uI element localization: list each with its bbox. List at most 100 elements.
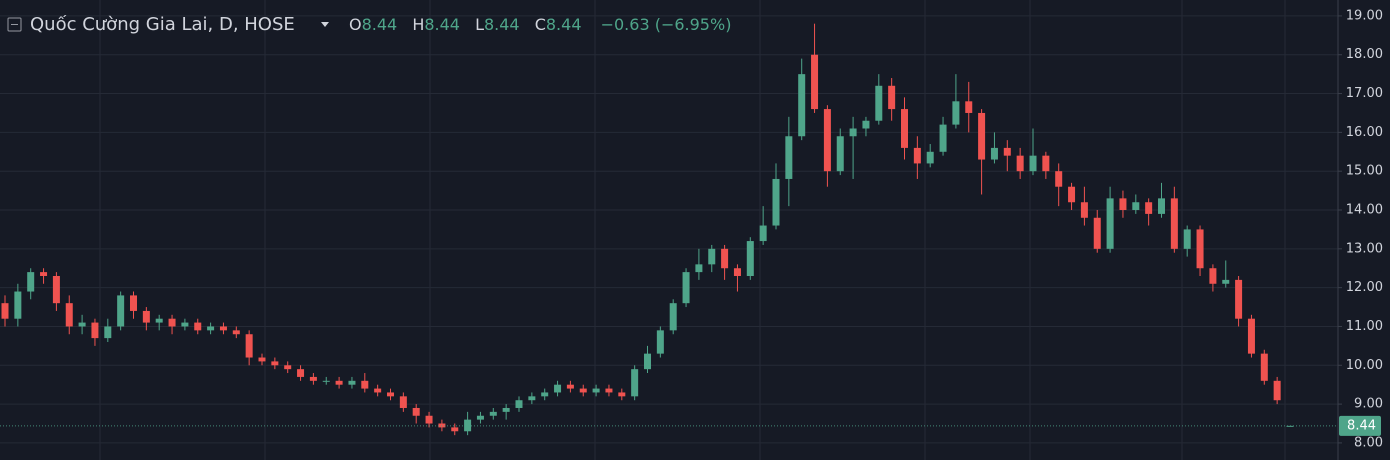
candle-body	[1209, 268, 1217, 284]
candle-body	[952, 101, 960, 125]
candle-body	[14, 291, 22, 319]
candle-body	[990, 147, 998, 160]
candle-body	[823, 109, 831, 172]
candle-body	[464, 419, 472, 432]
legend-header: Quốc Cường Gia Lai, D, HOSE O8.44 H8.44 …	[7, 14, 731, 35]
candle-body	[1003, 147, 1011, 156]
candle-body	[194, 322, 202, 331]
y-tick-label: 17.00	[1346, 86, 1383, 101]
candle-body	[669, 303, 677, 331]
candle-body	[579, 388, 587, 393]
candle-body	[656, 330, 664, 354]
candle-body	[117, 295, 125, 327]
y-tick-label: 19.00	[1346, 8, 1383, 23]
candle-body	[721, 248, 729, 269]
last-price-label: 8.44	[1347, 418, 1376, 433]
c-value: 8.44	[546, 15, 582, 34]
candle-body	[849, 128, 857, 137]
c-label: C	[535, 15, 546, 34]
y-tick-label: 9.00	[1354, 397, 1383, 412]
candle-body	[1260, 353, 1268, 381]
candle-body	[309, 376, 317, 381]
candle-body	[91, 322, 99, 339]
candle-body	[1183, 229, 1191, 249]
candle-body	[219, 326, 227, 331]
candle-body	[399, 396, 407, 408]
candle-body	[348, 380, 356, 385]
candle-body	[528, 396, 536, 401]
candle-body	[618, 392, 626, 397]
symbol-title[interactable]: Quốc Cường Gia Lai, D, HOSE	[30, 14, 295, 35]
l-label: L	[475, 15, 484, 34]
candle-body	[489, 411, 497, 416]
candle-body	[1273, 380, 1281, 401]
candle-body	[322, 380, 330, 382]
candle-body	[181, 322, 189, 327]
candle-body	[1145, 202, 1153, 214]
candle-body	[733, 268, 741, 276]
ohlc-legend: O8.44 H8.44 L8.44 C8.44 −0.63 (−6.95%)	[349, 15, 731, 34]
collapse-button[interactable]	[7, 17, 22, 32]
candle-body	[772, 178, 780, 226]
candle-body	[1016, 155, 1024, 172]
y-tick-label: 10.00	[1346, 358, 1383, 373]
candle-body	[862, 120, 870, 129]
candle-body	[155, 318, 163, 323]
candle-body	[78, 322, 86, 327]
candle-body	[631, 369, 639, 397]
last-price-box	[1339, 415, 1381, 436]
candle-body	[1247, 318, 1255, 354]
l-value: 8.44	[484, 15, 520, 34]
candle-body	[1222, 279, 1230, 284]
candle-body	[875, 85, 883, 121]
candle-body	[207, 326, 215, 331]
candle-body	[901, 109, 908, 148]
candle-body	[836, 136, 844, 172]
candle-body	[1235, 279, 1243, 319]
candle-body	[130, 295, 137, 311]
candle-body	[888, 85, 896, 110]
candle-body	[52, 276, 60, 304]
candle-body	[142, 310, 150, 323]
candle-body	[605, 388, 613, 393]
candle-body	[708, 248, 716, 265]
candle-body	[566, 384, 574, 389]
candle-body	[1055, 171, 1063, 187]
candle-body	[476, 415, 484, 420]
candle-body	[451, 427, 459, 432]
candle-body	[387, 392, 394, 397]
candle-body	[40, 272, 48, 276]
candle-body	[644, 353, 651, 370]
candle-body	[65, 303, 73, 327]
candle-body	[746, 241, 754, 276]
price-axis: 8.00 9.00 10.00 11.00 12.00 13.00 14.00 15.00 16…	[1338, 8, 1383, 450]
candle-body	[361, 380, 369, 389]
candle-body	[502, 407, 510, 412]
candle-body	[104, 326, 112, 339]
candle-body	[682, 272, 690, 304]
candle-body	[374, 388, 382, 393]
y-tick-label: 16.00	[1346, 125, 1383, 140]
candle-body	[425, 415, 433, 424]
symbol-dropdown[interactable]	[321, 22, 329, 27]
y-tick-label: 18.00	[1346, 47, 1383, 62]
candle-body	[27, 272, 35, 292]
candle-body	[271, 361, 279, 366]
candle-body	[1, 303, 9, 319]
candle-body	[1170, 198, 1178, 249]
time-grid	[99, 0, 1286, 460]
candle-body	[695, 264, 703, 273]
candle-body	[1158, 198, 1165, 214]
candle-body	[939, 124, 947, 152]
candle-body	[297, 369, 305, 377]
candle-body	[1119, 198, 1127, 211]
candle-body	[1132, 202, 1140, 211]
candle-body	[1042, 155, 1050, 172]
y-tick-label: 13.00	[1346, 241, 1383, 256]
y-tick-label: 8.00	[1354, 435, 1383, 450]
candle-body	[284, 365, 292, 370]
y-tick-label: 12.00	[1346, 280, 1383, 295]
h-value: 8.44	[424, 15, 460, 34]
